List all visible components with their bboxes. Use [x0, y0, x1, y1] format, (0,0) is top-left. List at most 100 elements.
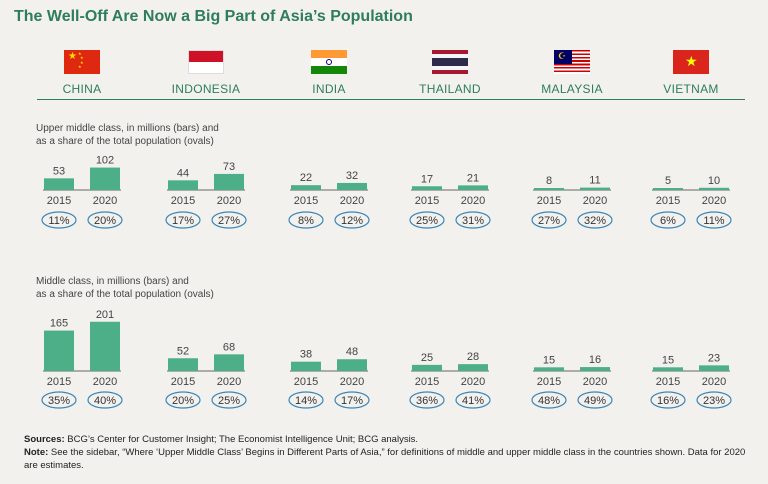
upper-bar-china-2020	[90, 167, 120, 190]
upper-year-label-malaysia-2015: 2015	[537, 195, 561, 207]
middle-share-oval-china-2020	[87, 391, 123, 409]
upper-share-oval-china-2020	[87, 211, 123, 229]
upper-label-line2: as a share of the total population (oval…	[36, 136, 214, 147]
upper-value-label-thailand-2015: 17	[421, 173, 433, 185]
middle-share-oval-vietnam-2020	[696, 391, 732, 409]
middle-share-oval-china-2015	[41, 391, 77, 409]
middle-year-label-vietnam-2020: 2020	[702, 376, 726, 388]
upper-share-oval-malaysia-2015	[531, 211, 567, 229]
middle-share-label-china-2015: 35%	[48, 395, 70, 407]
upper-share-oval-india-2015	[288, 211, 324, 229]
middle-bar-thailand-2020	[458, 364, 488, 371]
middle-share-oval-vietnam-2015	[650, 391, 686, 409]
middle-bar-vietnam-2015	[653, 367, 683, 371]
middle-bar-indonesia-2020	[214, 354, 244, 371]
middle-share-label-malaysia-2015: 48%	[538, 395, 560, 407]
upper-bar-malaysia-2015	[534, 188, 564, 190]
upper-share-oval-indonesia-2015	[165, 211, 201, 229]
indonesia-flag-icon	[188, 50, 224, 74]
upper-value-label-thailand-2020: 21	[467, 172, 479, 184]
upper-bar-indonesia-2015	[168, 180, 198, 190]
upper-label-line1: Upper middle class, in millions (bars) a…	[36, 123, 219, 134]
sources-line: Sources: BCG’s Center for Customer Insig…	[24, 433, 754, 446]
middle-share-label-vietnam-2020: 23%	[703, 395, 725, 407]
upper-share-label-malaysia-2015: 27%	[538, 215, 560, 227]
upper-bar-indonesia-2020	[214, 173, 244, 190]
upper-year-label-vietnam-2015: 2015	[656, 195, 680, 207]
upper-share-oval-malaysia-2020	[577, 211, 613, 229]
country-header-indonesia: INDONESIA	[158, 50, 254, 96]
upper-value-label-china-2015: 53	[53, 165, 65, 177]
country-header-vietnam: ★ VIETNAM	[643, 50, 739, 96]
upper-share-label-thailand-2015: 25%	[416, 215, 438, 227]
header-divider	[37, 99, 745, 100]
middle-share-oval-malaysia-2020	[577, 391, 613, 409]
upper-value-label-malaysia-2020: 11	[589, 175, 600, 187]
upper-share-label-indonesia-2020: 27%	[218, 215, 240, 227]
middle-value-label-malaysia-2015: 15	[543, 354, 555, 366]
upper-value-label-vietnam-2015: 5	[665, 175, 671, 187]
country-header-thailand: THAILAND	[402, 50, 498, 96]
upper-bar-india-2020	[337, 182, 367, 190]
country-name-malaysia: MALAYSIA	[541, 82, 603, 96]
middle-value-label-indonesia-2020: 68	[223, 341, 235, 353]
middle-value-label-thailand-2020: 28	[467, 351, 479, 363]
upper-value-label-india-2015: 22	[300, 172, 312, 184]
china-flag-icon: ★ ★ ★ ★ ★	[64, 50, 100, 74]
upper-bar-thailand-2020	[458, 185, 488, 190]
middle-share-label-indonesia-2020: 25%	[218, 395, 240, 407]
upper-year-label-indonesia-2015: 2015	[171, 195, 195, 207]
upper-bar-vietnam-2015	[653, 188, 683, 190]
middle-share-label-india-2015: 14%	[295, 395, 317, 407]
upper-year-label-malaysia-2020: 2020	[583, 195, 607, 207]
middle-bar-india-2015	[291, 361, 321, 371]
middle-value-label-india-2020: 48	[346, 346, 358, 358]
middle-year-label-malaysia-2015: 2015	[537, 376, 561, 388]
upper-share-label-malaysia-2020: 32%	[584, 215, 606, 227]
middle-year-label-vietnam-2015: 2015	[656, 376, 680, 388]
upper-year-label-thailand-2020: 2020	[461, 195, 485, 207]
middle-share-label-thailand-2015: 36%	[416, 395, 438, 407]
country-name-thailand: THAILAND	[419, 82, 481, 96]
country-name-indonesia: INDONESIA	[171, 82, 241, 96]
upper-bar-thailand-2015	[412, 186, 442, 190]
footer: Sources: BCG’s Center for Customer Insig…	[24, 433, 754, 472]
middle-year-label-china-2015: 2015	[47, 376, 71, 388]
middle-bar-thailand-2015	[412, 364, 442, 371]
middle-year-label-thailand-2020: 2020	[461, 376, 485, 388]
country-header-china: ★ ★ ★ ★ ★ CHINA	[34, 50, 130, 96]
upper-bar-china-2015	[44, 178, 74, 190]
middle-share-oval-malaysia-2015	[531, 391, 567, 409]
middle-share-oval-thailand-2015	[409, 391, 445, 409]
upper-bar-vietnam-2020	[699, 187, 729, 190]
middle-share-oval-india-2015	[288, 391, 324, 409]
middle-year-label-india-2015: 2015	[294, 376, 318, 388]
middle-share-label-malaysia-2020: 49%	[584, 395, 606, 407]
upper-share-label-indonesia-2015: 17%	[172, 215, 194, 227]
upper-year-label-china-2015: 2015	[47, 195, 71, 207]
country-name-china: CHINA	[62, 82, 102, 96]
upper-section-label: Upper middle class, in millions (bars) a…	[36, 122, 219, 148]
middle-bar-indonesia-2015	[168, 358, 198, 371]
upper-share-label-vietnam-2015: 6%	[660, 215, 676, 227]
thailand-flag-icon	[432, 50, 468, 74]
upper-value-label-malaysia-2015: 8	[546, 175, 552, 187]
middle-year-label-thailand-2015: 2015	[415, 376, 439, 388]
note-label: Note:	[24, 447, 49, 458]
middle-share-oval-indonesia-2020	[211, 391, 247, 409]
upper-share-oval-china-2015	[41, 211, 77, 229]
upper-share-label-china-2015: 11%	[48, 215, 69, 227]
upper-share-label-vietnam-2020: 11%	[703, 215, 724, 227]
upper-value-label-indonesia-2020: 73	[223, 161, 235, 173]
middle-share-label-indonesia-2015: 20%	[172, 395, 194, 407]
upper-bar-india-2015	[291, 185, 321, 190]
country-header-india: INDIA	[281, 50, 377, 96]
malaysia-flag-icon: ☪	[554, 50, 590, 74]
upper-share-label-india-2015: 8%	[298, 215, 314, 227]
upper-value-label-indonesia-2015: 44	[177, 167, 189, 179]
middle-year-label-india-2020: 2020	[340, 376, 364, 388]
note-text: See the sidebar, “Where ‘Upper Middle Cl…	[24, 447, 746, 471]
middle-value-label-thailand-2015: 25	[421, 352, 433, 364]
middle-bar-china-2020	[90, 321, 120, 371]
upper-share-oval-thailand-2015	[409, 211, 445, 229]
